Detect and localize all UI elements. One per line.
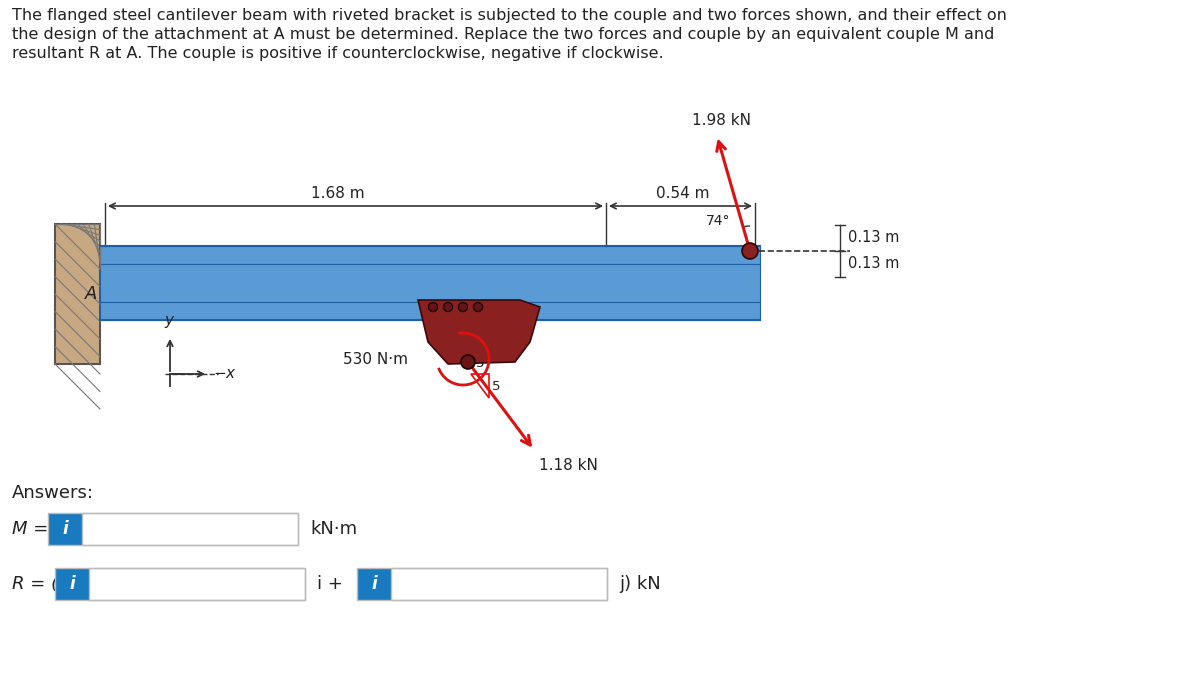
Text: j) kN: j) kN [619, 575, 661, 593]
Text: 530 N·m: 530 N·m [343, 352, 408, 367]
Circle shape [474, 302, 482, 311]
Bar [55, 224, 100, 364]
Bar [48, 513, 82, 545]
Text: i: i [70, 575, 74, 593]
Text: 3: 3 [475, 357, 485, 370]
Bar [48, 513, 298, 545]
Bar [391, 568, 607, 600]
Text: kN·m: kN·m [310, 520, 358, 538]
Text: R = (: R = ( [12, 575, 58, 593]
Polygon shape [418, 300, 540, 364]
Text: 5: 5 [492, 380, 500, 393]
Circle shape [461, 355, 475, 369]
Text: 0.13 m: 0.13 m [848, 231, 899, 246]
Text: 1.68 m: 1.68 m [311, 186, 365, 201]
Bar [89, 568, 305, 600]
Bar [100, 264, 760, 302]
Bar [358, 568, 391, 600]
Bar [55, 568, 89, 600]
Circle shape [444, 302, 452, 311]
Bar [100, 302, 760, 320]
Text: i +: i + [317, 575, 343, 593]
Text: The flanged steel cantilever beam with riveted bracket is subjected to the coupl: The flanged steel cantilever beam with r… [12, 8, 1007, 23]
Circle shape [458, 302, 468, 311]
Text: 0.13 m: 0.13 m [848, 256, 899, 272]
Text: 1.18 kN: 1.18 kN [539, 458, 598, 473]
Text: 0.54 m: 0.54 m [656, 186, 709, 201]
Text: the design of the attachment at A must be determined. Replace the two forces and: the design of the attachment at A must b… [12, 27, 995, 42]
Text: $-x$: $-x$ [214, 367, 236, 382]
Text: $y$: $y$ [164, 314, 175, 330]
Text: resultant R at A. The couple is positive if counterclockwise, negative if clockw: resultant R at A. The couple is positive… [12, 46, 664, 61]
Circle shape [428, 302, 438, 311]
Bar [55, 568, 305, 600]
Text: 1.98 kN: 1.98 kN [692, 113, 751, 128]
Bar [358, 568, 607, 600]
Text: Answers:: Answers: [12, 484, 94, 502]
Text: i: i [371, 575, 377, 593]
Text: 74°: 74° [706, 214, 730, 228]
Bar [100, 246, 760, 264]
Text: $A$: $A$ [84, 285, 98, 303]
Text: M =: M = [12, 520, 48, 538]
Bar [82, 513, 298, 545]
Circle shape [742, 243, 758, 259]
Text: i: i [62, 520, 68, 538]
